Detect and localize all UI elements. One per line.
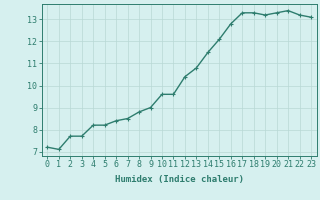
X-axis label: Humidex (Indice chaleur): Humidex (Indice chaleur) <box>115 175 244 184</box>
